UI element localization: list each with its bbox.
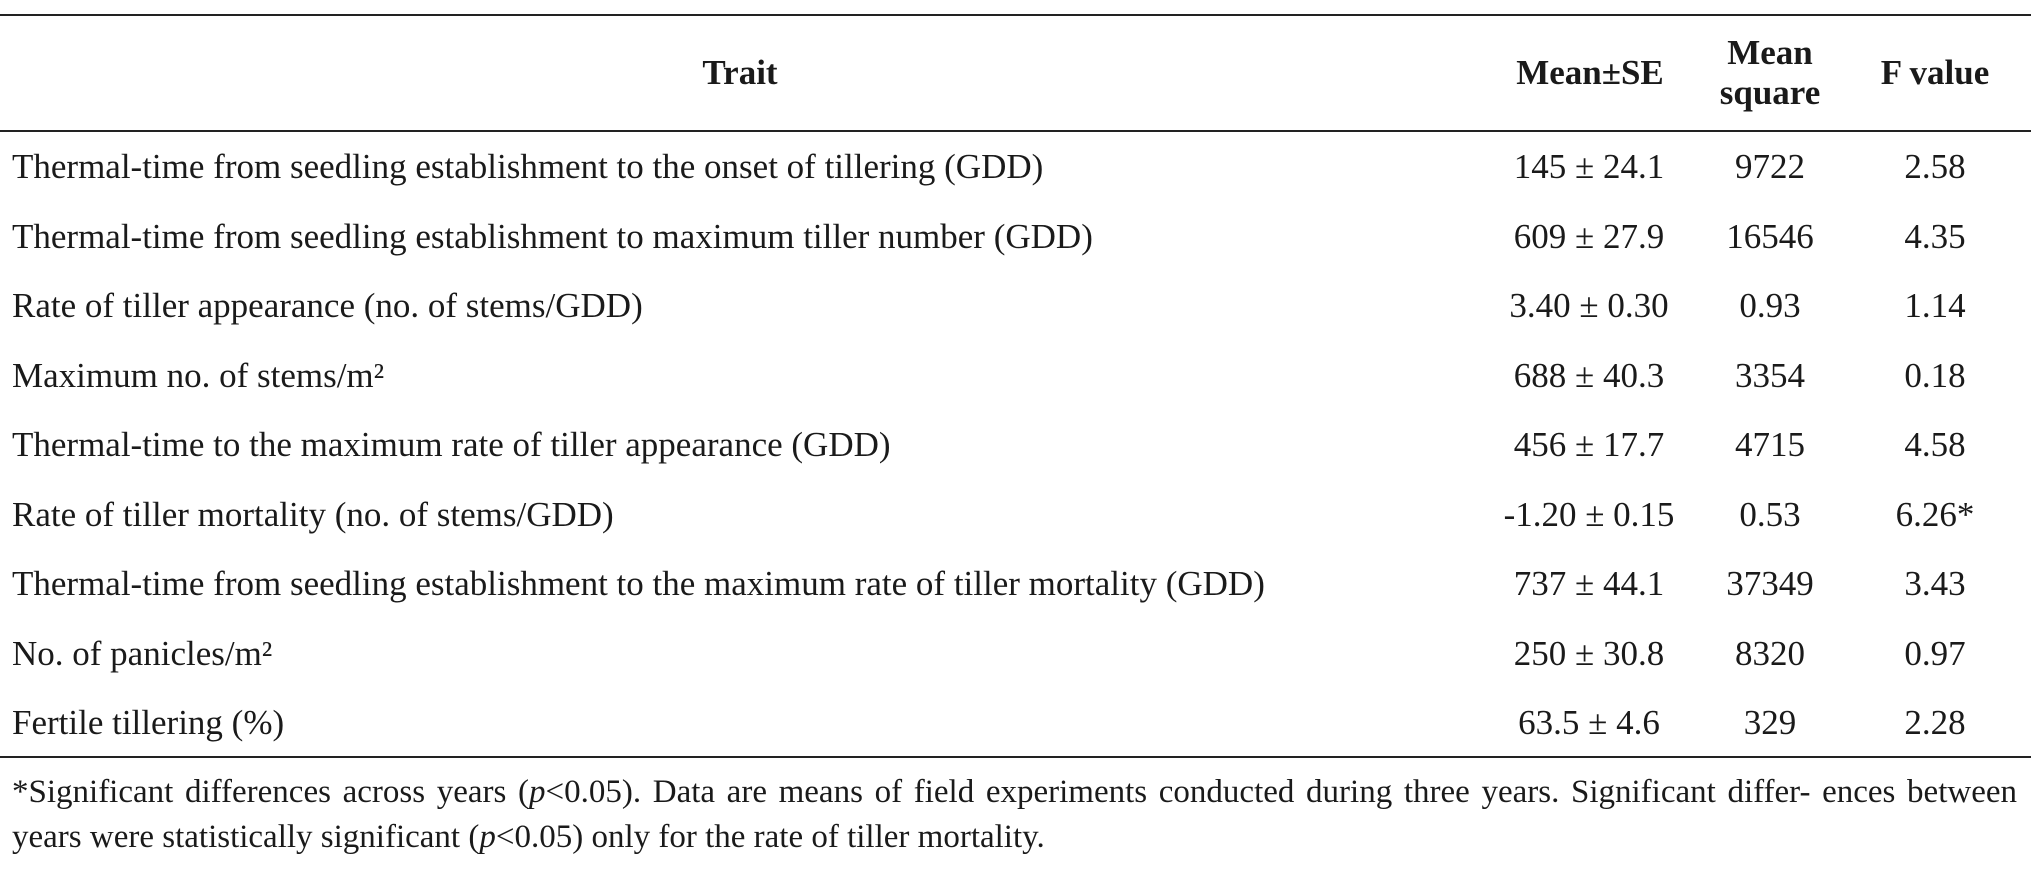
table-row: Rate of tiller mortality (no. of stems/G… (0, 480, 2031, 550)
cell-mean-square: 8320 (1735, 633, 1805, 673)
cell-mean-se: 737 ± 44.1 (1513, 564, 1665, 603)
cell-trait: Thermal-time from seedling establishment… (12, 147, 1044, 186)
cell-mean-square: 329 (1743, 703, 1797, 742)
cell-mean-se: 63.5 ± 4.6 (1518, 703, 1660, 742)
cell-trait: Rate of tiller appearance (no. of stems/… (12, 286, 643, 325)
cell-mean-se: 250 ± 30.8 (1513, 633, 1665, 673)
cell-trait: Thermal-time to the maximum rate of till… (12, 425, 891, 464)
header-f-value: F value (1880, 53, 1990, 92)
cell-mean-square: 37349 (1726, 564, 1814, 603)
table-row: Thermal-time to the maximum rate of till… (0, 410, 2031, 480)
cell-trait: Thermal-time from seedling establishment… (12, 216, 1093, 256)
cell-f-value: 0.97 (1904, 633, 1966, 673)
cell-mean-square: 4715 (1735, 425, 1805, 464)
table-header: Trait Mean±SE Mean square F value (0, 16, 2031, 130)
table-row: Thermal-time from seedling establishment… (0, 549, 2031, 619)
cell-trait: Rate of tiller mortality (no. of stems/G… (12, 494, 614, 534)
table-row: Thermal-time from seedling establishment… (0, 132, 2031, 202)
cell-trait: Maximum no. of stems/m² (12, 355, 385, 395)
cell-f-value: 6.26* (1895, 494, 1975, 534)
table-body: Thermal-time from seedling establishment… (0, 132, 2031, 758)
cell-mean-se: 688 ± 40.3 (1513, 355, 1665, 395)
cell-f-value: 2.28 (1904, 703, 1966, 742)
header-mean-square: Mean square (1700, 33, 1840, 113)
cell-f-value: 3.43 (1904, 564, 1966, 603)
table-row: No. of panicles/m² 250 ± 30.8 8320 0.97 (0, 619, 2031, 689)
cell-mean-square: 0.93 (1739, 286, 1801, 325)
table-header-rule (0, 130, 2031, 132)
cell-trait: No. of panicles/m² (12, 633, 273, 673)
table-row: Fertile tillering (%) 63.5 ± 4.6 329 2.2… (0, 688, 2031, 758)
footnote-p-symbol: p (479, 819, 496, 855)
cell-mean-square: 0.53 (1739, 494, 1801, 534)
table-row: Maximum no. of stems/m² 688 ± 40.3 3354 … (0, 341, 2031, 411)
table-footnote: *Significant differences across years (p… (12, 770, 2017, 860)
table-row: Thermal-time from seedling establishment… (0, 202, 2031, 272)
cell-f-value: 0.18 (1904, 355, 1966, 395)
footnote-p-symbol: p (528, 774, 546, 810)
header-mean-se: Mean±SE (1516, 53, 1664, 92)
header-trait: Trait (702, 53, 778, 92)
footnote-text-2: <0.05). Data are means of field experime… (12, 774, 2017, 855)
cell-trait: Thermal-time from seedling establishment… (12, 564, 1265, 603)
cell-mean-se: 145 ± 24.1 (1513, 147, 1665, 186)
table-bottom-rule (0, 756, 2031, 758)
cell-mean-square: 3354 (1735, 355, 1805, 395)
cell-f-value: 4.35 (1904, 216, 1966, 256)
cell-f-value: 1.14 (1904, 286, 1966, 325)
cell-f-value: 4.58 (1904, 425, 1966, 464)
cell-mean-se: 3.40 ± 0.30 (1509, 286, 1669, 325)
table-row: Rate of tiller appearance (no. of stems/… (0, 271, 2031, 341)
cell-trait: Fertile tillering (%) (12, 703, 285, 742)
table-top-rule (0, 14, 2031, 16)
header-mean-square-line2: square (1719, 73, 1821, 112)
footnote-text-3: <0.05) only for the rate of tiller morta… (495, 819, 1045, 855)
cell-mean-square: 16546 (1726, 216, 1814, 256)
footnote-text-1: *Significant differences across years ( (12, 774, 529, 810)
cell-f-value: 2.58 (1904, 147, 1966, 186)
cell-mean-se: 456 ± 17.7 (1513, 425, 1665, 464)
cell-mean-se: -1.20 ± 0.15 (1503, 494, 1675, 534)
header-mean-square-line1: Mean (1727, 33, 1813, 72)
cell-mean-se: 609 ± 27.9 (1513, 216, 1665, 256)
cell-mean-square: 9722 (1735, 147, 1805, 186)
